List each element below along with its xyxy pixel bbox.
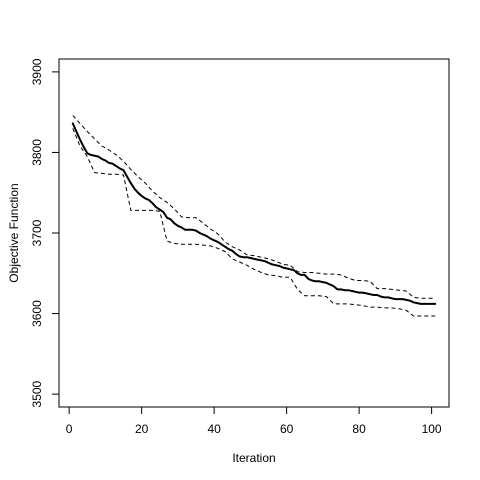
y-tick-label: 3900 <box>30 58 44 85</box>
y-tick-label: 3700 <box>30 219 44 246</box>
x-tick-label: 100 <box>422 422 442 436</box>
series-line-solid-bold <box>71 122 437 305</box>
y-tick-label: 3500 <box>30 380 44 407</box>
x-tick-label: 20 <box>135 422 149 436</box>
series-line-dashed-lower <box>72 128 436 317</box>
x-tick-label: 40 <box>207 422 221 436</box>
x-axis-title: Iteration <box>232 451 275 465</box>
x-tick-label: 60 <box>280 422 294 436</box>
x-axis: 0 20 40 60 80 100 <box>66 406 442 436</box>
series-layer <box>71 115 437 317</box>
x-tick-label: 0 <box>66 422 73 436</box>
x-tick-label: 80 <box>352 422 366 436</box>
y-axis-title: Objective Function <box>7 183 21 282</box>
y-axis: 3500 3600 3700 3800 3900 <box>30 58 60 407</box>
y-tick-label: 3800 <box>30 139 44 166</box>
series-line-dashed-upper <box>72 115 436 299</box>
y-tick-label: 3600 <box>30 300 44 327</box>
